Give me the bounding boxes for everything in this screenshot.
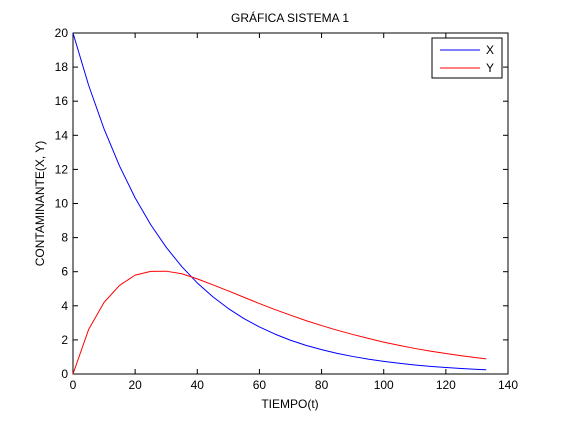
y-tick-label: 14 — [55, 128, 69, 142]
legend: XY — [431, 37, 503, 79]
y-tick-label: 12 — [55, 162, 69, 176]
x-tick-label: 100 — [374, 378, 394, 392]
y-tick-label: 18 — [55, 60, 69, 74]
x-axis-label: TIEMPO(t) — [261, 397, 318, 411]
y-tick-label: 8 — [61, 231, 68, 245]
chart-title: GRÁFICA SISTEMA 1 — [231, 10, 349, 25]
x-tick-label: 80 — [315, 378, 329, 392]
axes: 0 20 40 60 80 100 120 140 0 2 4 6 8 10 12 14 16 18 20 — [55, 26, 519, 392]
legend-label-y: Y — [486, 61, 494, 75]
legend-box — [431, 37, 503, 79]
y-tick-label: 2 — [61, 333, 68, 347]
legend-entries: XY — [440, 43, 494, 75]
x-tick-label: 60 — [253, 378, 267, 392]
plot-area — [72, 32, 509, 375]
legend-label-x: X — [486, 43, 494, 57]
x-tick-label: 0 — [70, 378, 77, 392]
y-tick-label: 16 — [55, 94, 69, 108]
y-tick-label: 6 — [61, 265, 68, 279]
x-tick-label: 40 — [191, 378, 205, 392]
y-tick-label: 10 — [55, 197, 69, 211]
y-tick-label: 4 — [61, 299, 68, 313]
series-line-x — [72, 32, 487, 371]
series-layer — [72, 32, 487, 375]
y-tick-label: 0 — [61, 367, 68, 381]
series-line-y — [72, 270, 487, 375]
y-axis-label: CONTAMINANTE(X, Y) — [33, 141, 47, 267]
x-tick-label: 20 — [128, 378, 142, 392]
y-tick-label: 20 — [55, 26, 69, 40]
x-tick-label: 140 — [498, 378, 518, 392]
x-tick-label: 120 — [436, 378, 456, 392]
